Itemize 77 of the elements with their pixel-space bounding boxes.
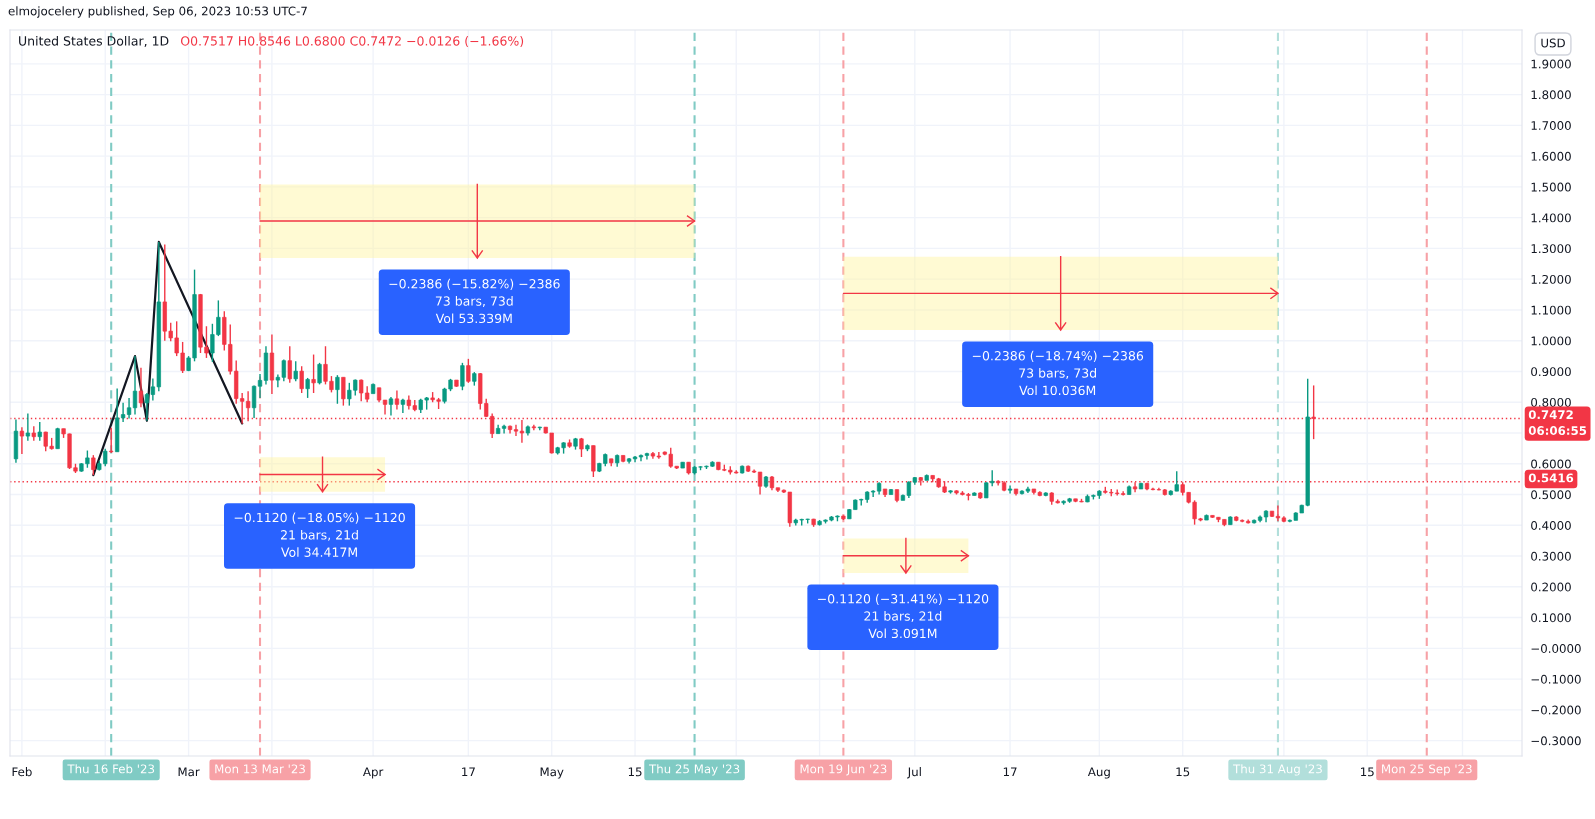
text: elmojocelery published, Sep 06, 2023 10:53 UTC-7: [8, 6, 307, 18]
x-tick-label: 15: [1361, 767, 1374, 777]
chart-title: United States Dollar, 1D: [19, 35, 169, 47]
point: [960, 550, 970, 562]
ref-line-label: Thu 25 May '23: [648, 764, 740, 776]
y-tick-label: 0.9000: [1531, 367, 1571, 377]
chart-subtitle: O0.7517 H0.8546 L0.6800 C0.7472 −0.0126 (−1.66%): [180, 35, 524, 48]
candlestick: [460, 362, 465, 391]
ref-line-label: 0.7472 06:06:55: [1528, 410, 1587, 436]
candlestick: [257, 373, 263, 399]
point: [686, 215, 696, 227]
x-tick-label: Mar: [178, 767, 200, 777]
y-tick-label: 0.1000: [1531, 613, 1571, 623]
x-tick-label: Aug: [1087, 767, 1110, 779]
x-tick-label: 17: [462, 767, 475, 777]
annotation: −0.2386 (−18.74%) −2386 73 bars, 73d Vol 10.036M: [972, 350, 1144, 396]
x-tick-label: 15: [1176, 767, 1190, 777]
y-tick-label: 0.5000: [1531, 490, 1571, 500]
y-tick-label: −0.1000: [1531, 674, 1581, 684]
y-tick-label: 1.4000: [1531, 213, 1571, 223]
candlestick: [341, 376, 346, 407]
x-tick-label: May: [540, 767, 564, 779]
candlestick: [19, 426, 25, 455]
x-tick-label: Apr: [363, 767, 384, 779]
y-tick-label: 0.8000: [1531, 397, 1571, 407]
y-tick-label: 1.5000: [1531, 182, 1571, 192]
x-tick-label: Feb: [12, 767, 32, 777]
candlestick: [299, 365, 304, 394]
y-tick-label: 0.4000: [1531, 521, 1571, 530]
ref-line-label: Mon 13 Mar '23: [215, 764, 305, 774]
y-tick-label: −0.3000: [1531, 736, 1581, 746]
candlestick: [37, 421, 42, 442]
line-series: [92, 240, 244, 477]
candlestick: [109, 427, 114, 454]
candlestick: [91, 454, 96, 476]
candlestick: [513, 423, 519, 437]
candlestick: [251, 384, 257, 419]
ref-line-label: Thu 31 Aug '23: [1233, 764, 1322, 776]
annotation: −0.1120 (−31.41%) −1120 21 bars, 21d Vol 3.091M: [818, 593, 989, 639]
candlestick: [132, 355, 138, 416]
candlestick: [394, 389, 400, 411]
x-tick-label: 15: [628, 767, 642, 777]
ref-line-label: Mon 19 Jun '23: [800, 764, 887, 776]
y-tick-label: 1.6000: [1531, 151, 1571, 161]
candlestick: [305, 377, 310, 399]
y-tick-label: 1.7000: [1531, 121, 1571, 131]
y-tick-label: −0.0000: [1531, 644, 1581, 653]
y-tick-label: −0.2000: [1531, 705, 1581, 715]
y-tick-label: 1.2000: [1531, 274, 1571, 284]
y-tick-label: 1.0000: [1531, 336, 1571, 346]
y-axis-title: USD: [1541, 38, 1565, 48]
candlestick: [293, 360, 298, 383]
candlestick: [31, 425, 36, 442]
y-tick-label: 1.9000: [1531, 59, 1571, 69]
candlestick: [388, 396, 394, 417]
candlestick: [519, 419, 525, 444]
annotation: −0.2386 (−15.82%) −2386 73 bars, 73d Vol 53.339M: [389, 278, 560, 324]
y-tick-label: 0.2000: [1531, 582, 1571, 592]
x-tick-label: Jul: [907, 767, 921, 779]
y-tick-label: 1.1000: [1531, 305, 1571, 315]
candlestick: [317, 362, 322, 386]
annotation: −0.1120 (−18.05%) −1120 21 bars, 21d Vol 34.417M: [234, 512, 405, 557]
candlestick: [466, 358, 471, 384]
candlestick: [25, 412, 30, 442]
x-tick-label: 17: [1003, 767, 1017, 777]
candlestick: [335, 374, 340, 405]
y-tick-label: 1.3000: [1531, 244, 1571, 254]
ref-line-label: Thu 16 Feb '23: [67, 764, 155, 774]
candlestick: [1007, 484, 1013, 495]
candlestick: [138, 367, 144, 408]
ref-line-label: Mon 25 Sep '23: [1382, 764, 1472, 776]
y-tick-label: 1.8000: [1531, 90, 1571, 100]
candlestick: [287, 345, 292, 384]
ref-line-label: 0.5416: [1528, 473, 1574, 483]
candlestick: [311, 353, 316, 394]
y-tick-label: 0.3000: [1531, 551, 1571, 561]
y-tick-label: 0.6000: [1531, 459, 1571, 469]
